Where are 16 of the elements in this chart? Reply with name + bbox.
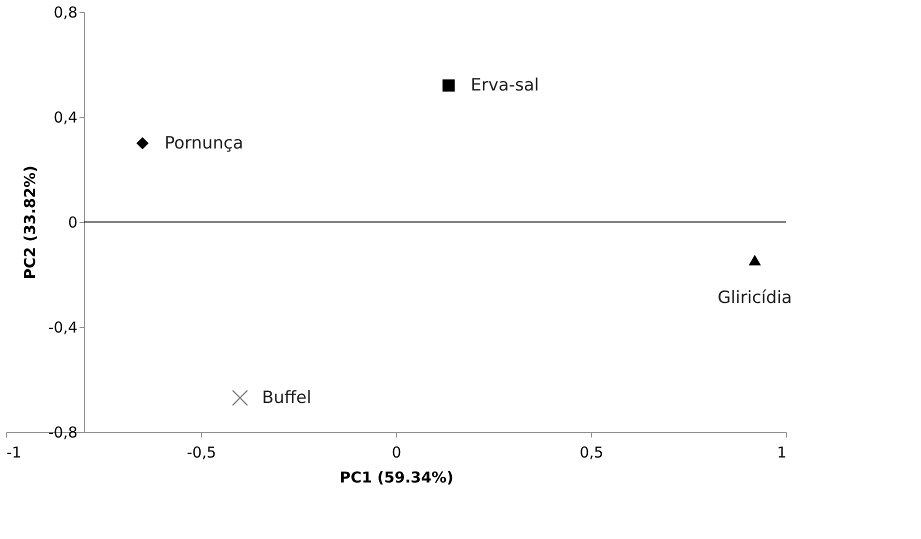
y-tick-label: 0 <box>68 214 78 232</box>
x-tick-label: 1 <box>776 444 786 462</box>
y-tick-label: -0,8 <box>48 424 78 442</box>
annotation: Pornunça <box>164 133 244 154</box>
x-tick-label: -0,5 <box>186 444 216 462</box>
y-tick-label: 0,4 <box>54 108 78 126</box>
annotation: Buffel <box>262 388 312 408</box>
x-tick-label: 0,5 <box>580 444 604 462</box>
annotation: Gliricídia <box>718 288 792 308</box>
y-axis-title: PC2 (33.82%) <box>21 166 40 280</box>
y-tick-label: -0,4 <box>48 318 78 336</box>
x-tick-label: 0 <box>392 444 402 462</box>
x-axis-title: PC1 (59.34%) <box>340 468 454 486</box>
y-tick-label: 0,8 <box>54 4 78 22</box>
x-tick-label: -1 <box>6 444 22 462</box>
annotation: Erva-sal <box>470 76 539 96</box>
